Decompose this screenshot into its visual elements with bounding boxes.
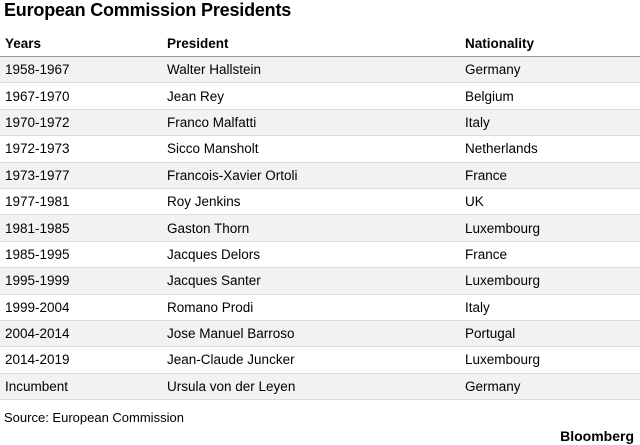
column-header: President (167, 31, 465, 57)
table-cell: Belgium (465, 82, 640, 110)
table-cell: Jose Manuel Barroso (167, 320, 465, 348)
table-cell: Roy Jenkins (167, 188, 465, 216)
table-row: 1985-1995 Jacques Delors France (0, 241, 640, 269)
table-cell: 1973-1977 (0, 162, 167, 189)
table-row: 1995-1999 Jacques Santer Luxembourg (0, 267, 640, 295)
table-row: 1967-1970 Jean Rey Belgium (0, 82, 640, 110)
table-cell: Italy (465, 109, 640, 137)
table-cell: Ursula von der Leyen (167, 373, 465, 401)
table-row: 1973-1977 Francois-Xavier Ortoli France (0, 162, 640, 189)
table-cell: 1995-1999 (0, 267, 167, 295)
title: European Commission Presidents (4, 0, 292, 20)
table-row: 1999-2004 Romano Prodi Italy (0, 294, 640, 321)
table-cell: 2014-2019 (0, 346, 167, 374)
table-cell: Romano Prodi (167, 294, 465, 321)
table-cell: 1985-1995 (0, 241, 167, 269)
table-row: 1977-1981 Roy Jenkins UK (0, 188, 640, 216)
table-row: 1970-1972 Franco Malfatti Italy (0, 109, 640, 137)
table-cell: 1967-1970 (0, 82, 167, 110)
table-cell: Jean Rey (167, 82, 465, 110)
table-row: 1958-1967 Walter Hallstein Germany (0, 56, 640, 84)
table-cell: 2004-2014 (0, 320, 167, 348)
table-cell: Germany (465, 56, 640, 84)
table-cell: Jean-Claude Juncker (167, 346, 465, 374)
table-cell: Francois-Xavier Ortoli (167, 162, 465, 189)
table-cell: Incumbent (0, 373, 167, 401)
table-cell: 1999-2004 (0, 294, 167, 321)
source: Source: European Commission (4, 410, 184, 425)
table-cell: Portugal (465, 320, 640, 348)
table-cell: France (465, 162, 640, 189)
table-cell: Sicco Mansholt (167, 135, 465, 163)
table-cell: Walter Hallstein (167, 56, 465, 84)
table-cell: Luxembourg (465, 346, 640, 374)
table-row: 1972-1973 Sicco Mansholt Netherlands (0, 135, 640, 163)
table-cell: 1977-1981 (0, 188, 167, 216)
table-cell: 1958-1967 (0, 56, 167, 84)
table-cell: Germany (465, 373, 640, 401)
table-row: 2004-2014 Jose Manuel Barroso Portugal (0, 320, 640, 348)
table-cell: UK (465, 188, 640, 216)
table-row: 2014-2019 Jean-Claude Juncker Luxembourg (0, 346, 640, 374)
table-cell: Gaston Thorn (167, 214, 465, 242)
table-cell: 1970-1972 (0, 109, 167, 137)
table-cell: Jacques Santer (167, 267, 465, 295)
table-cell: Luxembourg (465, 214, 640, 242)
table-cell: Luxembourg (465, 267, 640, 295)
table-cell: Netherlands (465, 135, 640, 163)
presidents-table: Years President Nationality 1958-1967 Walte… (0, 31, 640, 401)
table-cell: 1972-1973 (0, 135, 167, 163)
table-cell: Jacques Delors (167, 241, 465, 269)
column-header: Years (0, 31, 167, 57)
table-cell: 1981-1985 (0, 214, 167, 242)
table-row: Incumbent Ursula von der Leyen Germany (0, 373, 640, 401)
brand: Bloomberg (560, 428, 634, 444)
table-cell: Franco Malfatti (167, 109, 465, 137)
header-row: Years President Nationality (0, 31, 640, 57)
table-cell: Italy (465, 294, 640, 321)
table-cell: France (465, 241, 640, 269)
table-body: 1958-1967 Walter Hallstein Germany 1967-197… (0, 56, 640, 401)
table-row: 1981-1985 Gaston Thorn Luxembourg (0, 214, 640, 242)
column-header: Nationality (465, 31, 640, 57)
